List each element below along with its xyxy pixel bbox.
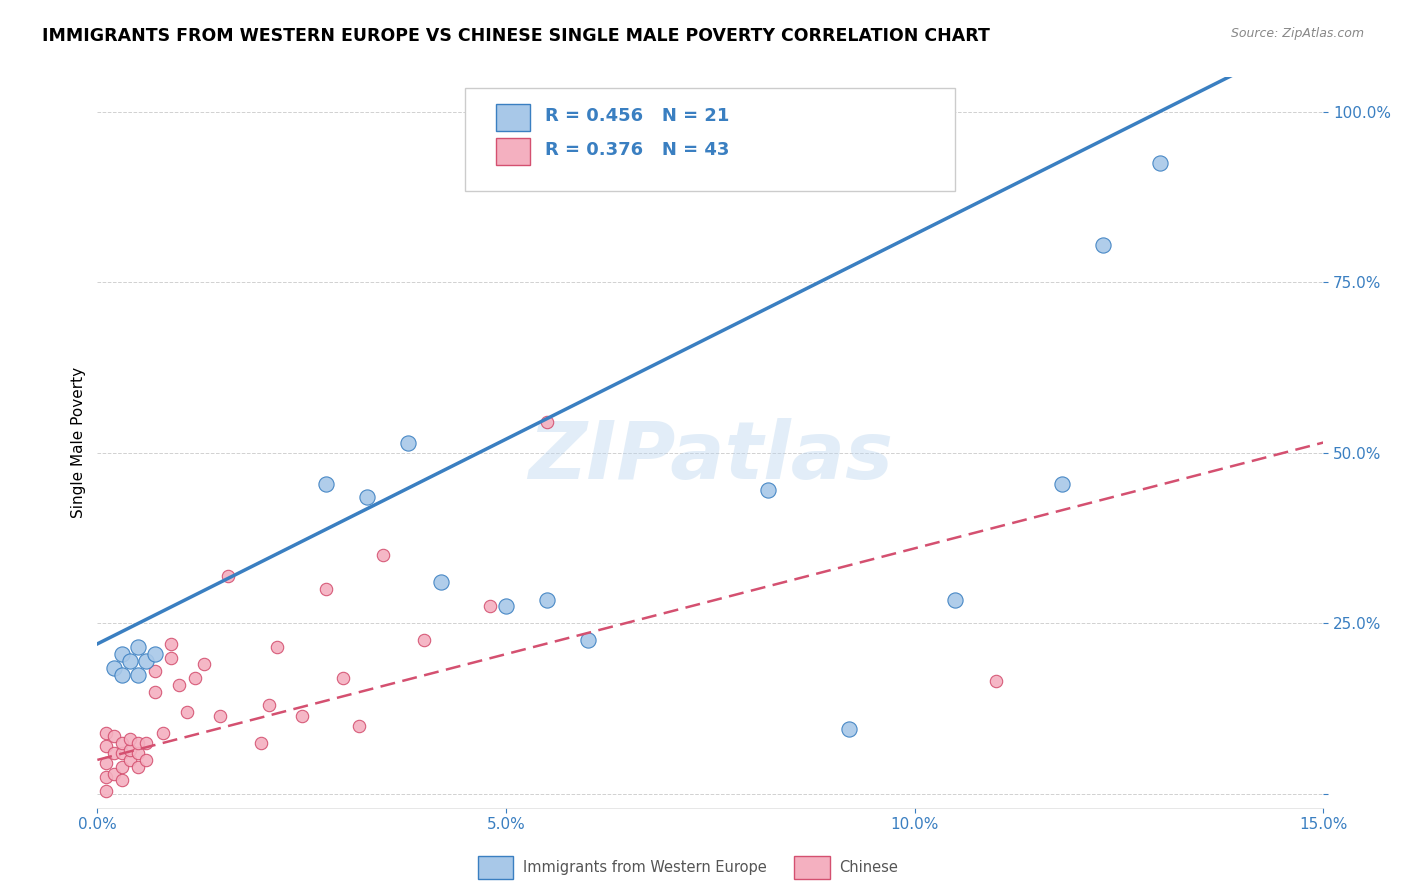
Point (193, 657, 215, 672)
Point (111, 667, 134, 681)
Point (94, 770, 117, 784)
Y-axis label: Single Male Poverty: Single Male Poverty (72, 367, 86, 518)
Point (217, 568, 239, 582)
Point (838, 722, 860, 736)
Point (347, 719, 370, 733)
Point (152, 725, 174, 739)
Point (160, 637, 183, 651)
FancyBboxPatch shape (496, 138, 530, 165)
Point (127, 667, 149, 681)
Point (208, 708, 231, 723)
Point (266, 640, 288, 655)
Point (1050, 476, 1073, 491)
Point (945, 592, 967, 607)
Point (111, 746, 134, 760)
Point (143, 664, 166, 678)
Point (118, 753, 141, 767)
Point (478, 599, 501, 614)
Point (135, 654, 157, 668)
Point (135, 753, 157, 767)
Point (94, 739, 117, 754)
Point (756, 483, 779, 498)
Point (315, 582, 337, 597)
Point (103, 746, 125, 760)
Point (103, 661, 125, 675)
Point (118, 732, 141, 747)
Point (127, 760, 149, 774)
Point (135, 736, 157, 750)
Point (356, 490, 378, 504)
Point (127, 640, 149, 655)
Text: Source: ZipAtlas.com: Source: ZipAtlas.com (1230, 27, 1364, 40)
Text: Chinese: Chinese (839, 860, 898, 874)
Point (94, 725, 117, 739)
Point (176, 705, 198, 719)
Point (1149, 155, 1171, 169)
Point (167, 678, 190, 692)
Point (94, 783, 117, 797)
Point (127, 746, 149, 760)
Point (576, 633, 599, 648)
Point (332, 671, 354, 685)
Point (111, 760, 134, 774)
Point (111, 647, 134, 661)
Point (1091, 237, 1114, 252)
Point (986, 674, 1008, 689)
Point (143, 647, 166, 661)
Point (127, 736, 149, 750)
Point (495, 599, 517, 614)
Point (257, 698, 280, 713)
Point (536, 415, 558, 429)
Point (103, 729, 125, 743)
Text: R = 0.456   N = 21: R = 0.456 N = 21 (544, 107, 730, 125)
Text: ZIPatlas: ZIPatlas (527, 418, 893, 496)
Text: Immigrants from Western Europe: Immigrants from Western Europe (523, 860, 766, 874)
Point (413, 633, 436, 648)
Point (315, 476, 337, 491)
Point (249, 736, 271, 750)
Point (160, 650, 183, 665)
Point (111, 736, 134, 750)
Point (429, 575, 451, 590)
Text: IMMIGRANTS FROM WESTERN EUROPE VS CHINESE SINGLE MALE POVERTY CORRELATION CHART: IMMIGRANTS FROM WESTERN EUROPE VS CHINES… (42, 27, 990, 45)
Point (118, 654, 141, 668)
Point (118, 742, 141, 756)
FancyBboxPatch shape (496, 104, 530, 131)
Point (94, 756, 117, 771)
Point (396, 435, 419, 450)
Text: R = 0.376   N = 43: R = 0.376 N = 43 (544, 142, 730, 160)
FancyBboxPatch shape (465, 88, 956, 191)
Point (111, 773, 134, 788)
Point (373, 548, 395, 562)
Point (103, 766, 125, 780)
Point (291, 708, 314, 723)
Point (536, 592, 558, 607)
Point (143, 684, 166, 698)
Point (184, 671, 207, 685)
